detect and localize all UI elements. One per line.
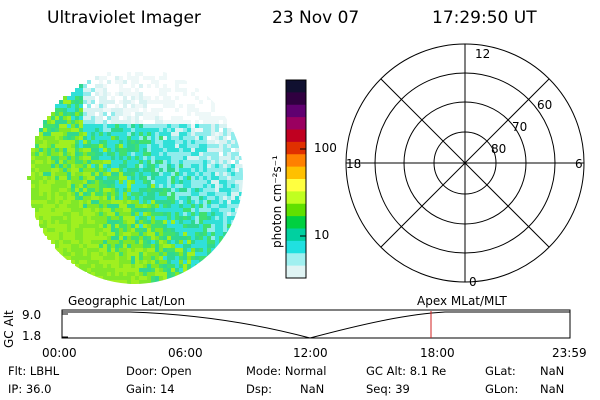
meta-gc-alt: GC Alt: 8.1 Re <box>366 364 447 378</box>
meta-glon-label: GLon: <box>485 382 519 396</box>
orbit-ytick-9: 9.0 <box>22 308 42 322</box>
colorbar-tick-10: 10 <box>314 228 330 242</box>
mlt-label-12: 12 <box>475 47 491 61</box>
lat-label-80: 80 <box>491 142 507 156</box>
uv-image <box>27 68 243 284</box>
orbit-xtick-1800: 18:00 <box>420 346 455 360</box>
lat-label-70: 70 <box>512 120 528 134</box>
meta-door: Door: Open <box>126 364 192 378</box>
colorbar-segment <box>286 154 306 168</box>
mlt-label-18: 18 <box>346 157 362 171</box>
orbit-xtick-0000: 00:00 <box>42 346 77 360</box>
time-label: 17:29:50 UT <box>432 8 537 28</box>
colorbar-segment <box>286 117 306 130</box>
colorbar-segment <box>286 92 306 106</box>
colorbar-segment <box>286 216 306 229</box>
meta-dsp-value: NaN <box>300 382 325 396</box>
colorbar-segment <box>286 104 306 118</box>
orbit-panel <box>61 309 571 339</box>
orbit-xtick-1200: 12:00 <box>293 346 328 360</box>
colorbar-segment <box>286 253 306 267</box>
colorbar-segment <box>286 179 306 192</box>
meta-glat-label: GLat: <box>485 364 516 378</box>
meta-gain: Gain: 14 <box>126 382 175 396</box>
mlt-label-0: 0 <box>469 275 477 289</box>
instrument-title: Ultraviolet Imager <box>47 8 201 28</box>
orbit-left-title: Geographic Lat/Lon <box>68 294 186 308</box>
orbit-altitude-curve <box>62 311 570 339</box>
colorbar-segment <box>286 191 306 205</box>
orbit-ytick-1: 1.8 <box>22 329 42 343</box>
orbit-ylabel: GC Alt <box>2 310 16 348</box>
colorbar-tick-100: 100 <box>314 141 337 155</box>
colorbar-segment <box>286 203 306 217</box>
meta-glat-value: NaN <box>540 364 565 378</box>
orbit-right-title: Apex MLat/MLT <box>417 294 507 308</box>
date-label: 23 Nov 07 <box>272 8 360 28</box>
meta-dsp-label: Dsp: <box>246 382 273 396</box>
colorbar-segment <box>286 240 306 254</box>
colorbar-segment <box>286 166 306 180</box>
colorbar-segment <box>286 141 306 155</box>
meta-glon-value: NaN <box>540 382 565 396</box>
colorbar-unit-label: photon cm⁻²s⁻¹ <box>270 155 284 248</box>
mlt-label-6: 6 <box>575 157 583 171</box>
orbit-xtick-2359: 23:59 <box>552 346 587 360</box>
colorbar-segment <box>286 80 306 93</box>
colorbar <box>285 79 307 279</box>
colorbar-segment <box>286 129 306 143</box>
lat-label-60: 60 <box>537 98 553 112</box>
colorbar-segment <box>286 265 306 279</box>
meta-seq: Seq: 39 <box>366 382 410 396</box>
orbit-xtick-0600: 06:00 <box>168 346 203 360</box>
meta-mode: Mode: Normal <box>246 364 327 378</box>
polar-grid <box>345 43 585 283</box>
colorbar-segment <box>286 228 306 242</box>
meta-filter: Flt: LBHL <box>8 364 60 378</box>
meta-ip: IP: 36.0 <box>8 382 52 396</box>
